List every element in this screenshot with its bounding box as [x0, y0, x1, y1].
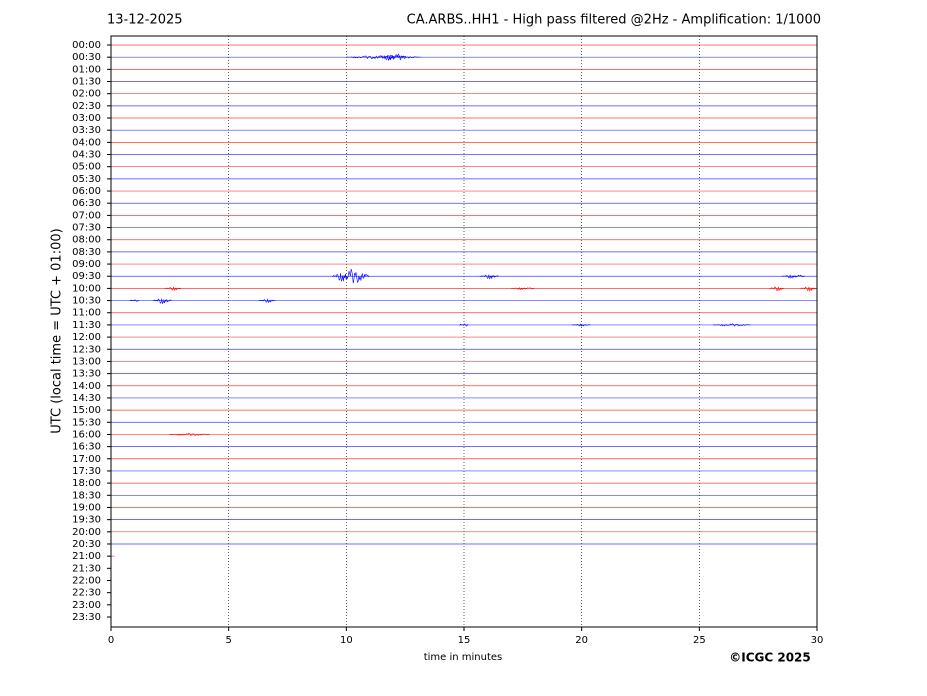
y-tick-label: 18:00: [72, 478, 101, 489]
seismic-event: [258, 298, 276, 303]
seismic-event: [769, 286, 785, 292]
y-tick-label: 09:30: [72, 271, 101, 282]
seismic-event: [712, 323, 751, 327]
y-tick-label: 03:00: [72, 113, 101, 124]
seismic-event: [169, 432, 210, 437]
y-tick-label: 06:30: [72, 198, 101, 209]
seismic-event: [479, 274, 499, 280]
y-tick-label: 23:30: [72, 612, 101, 623]
y-tick-label: 04:30: [72, 150, 101, 161]
y-tick-label: 05:00: [72, 162, 101, 173]
y-tick-label: 00:30: [72, 52, 101, 63]
y-tick-label: 02:00: [72, 89, 101, 100]
y-tick-label: 03:30: [72, 125, 101, 136]
y-tick-label: 22:00: [72, 575, 101, 586]
y-tick-label: 07:30: [72, 223, 101, 234]
y-tick-label: 16:30: [72, 442, 101, 453]
y-tick-label: 17:30: [72, 466, 101, 477]
y-tick-label: 21:00: [72, 551, 101, 562]
y-axis-label: UTC (local time = UTC + 01:00): [50, 228, 65, 433]
plot-frame: [110, 35, 818, 628]
y-tick-label: 13:30: [72, 369, 101, 380]
y-tick-label: 01:00: [72, 64, 101, 75]
x-tick-label: 0: [108, 635, 114, 646]
y-tick-label: 13:00: [72, 356, 101, 367]
y-tick-label: 06:00: [72, 186, 101, 197]
date: 13-12-2025: [107, 13, 183, 28]
y-tick-label: 18:30: [72, 490, 101, 501]
copyright: ©ICGC 2025: [729, 651, 811, 665]
x-tick-label: 10: [340, 635, 353, 646]
x-tick-label: 25: [693, 635, 706, 646]
x-tick-label: 30: [811, 635, 824, 646]
y-tick-label: 08:00: [72, 235, 101, 246]
seismic-event: [510, 286, 535, 291]
y-tick-label: 14:00: [72, 381, 101, 392]
seismic-event: [164, 286, 182, 291]
y-tick-label: 04:00: [72, 137, 101, 148]
y-tick-label: 05:30: [72, 174, 101, 185]
seismic-event: [129, 299, 140, 302]
y-tick-label: 08:30: [72, 247, 101, 258]
x-axis-label: time in minutes: [424, 652, 503, 663]
y-tick-label: 20:30: [72, 539, 101, 550]
y-tick-label: 12:30: [72, 344, 101, 355]
y-tick-label: 19:30: [72, 515, 101, 526]
seismic-event: [153, 298, 172, 305]
seismic-event: [800, 286, 817, 292]
y-tick-label: 07:00: [72, 210, 101, 221]
y-tick-label: 20:00: [72, 527, 101, 538]
y-tick-label: 10:00: [72, 283, 101, 294]
y-tick-label: 11:30: [72, 320, 101, 331]
y-tick-label: 22:30: [72, 588, 101, 599]
seismic-event: [378, 53, 408, 62]
y-tick-label: 16:00: [72, 429, 101, 440]
y-tick-label: 17:00: [72, 454, 101, 465]
y-tick-label: 02:30: [72, 101, 101, 112]
y-tick-label: 19:00: [72, 502, 101, 513]
seismic-event: [331, 268, 370, 284]
y-tick-label: 23:00: [72, 600, 101, 611]
y-tick-label: 01:30: [72, 77, 101, 88]
y-tick-label: 15:30: [72, 417, 101, 428]
y-tick-label: 11:00: [72, 308, 101, 319]
seismic-event: [781, 274, 805, 279]
chart-title: CA.ARBS..HH1 - High pass filtered @2Hz -…: [407, 13, 821, 28]
x-tick-label: 15: [458, 635, 471, 646]
y-tick-label: 00:00: [72, 40, 101, 51]
y-tick-label: 12:00: [72, 332, 101, 343]
y-tick-label: 10:30: [72, 296, 101, 307]
y-tick-label: 14:30: [72, 393, 101, 404]
seismic-event: [571, 323, 591, 327]
x-tick-label: 20: [575, 635, 588, 646]
x-tick-label: 5: [225, 635, 231, 646]
y-tick-label: 09:00: [72, 259, 101, 270]
seismic-event: [458, 323, 469, 327]
y-tick-label: 15:00: [72, 405, 101, 416]
y-tick-label: 21:30: [72, 563, 101, 574]
